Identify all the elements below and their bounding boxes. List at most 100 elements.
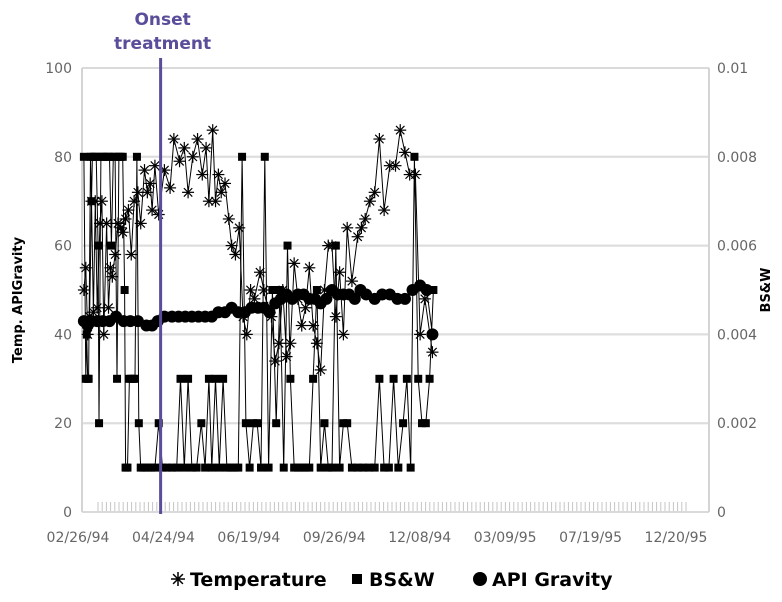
point-bs-w bbox=[241, 419, 250, 428]
point-temperature bbox=[299, 301, 312, 314]
y2-tick-label: 0.006 bbox=[717, 239, 757, 255]
point-temperature bbox=[191, 133, 204, 146]
x-tick-label: 07/19/95 bbox=[559, 530, 622, 546]
point-temperature bbox=[125, 248, 138, 261]
point-temperature bbox=[409, 168, 422, 181]
point-bs-w bbox=[172, 463, 181, 472]
point-temperature bbox=[389, 159, 402, 172]
point-bs-w bbox=[406, 463, 415, 472]
point-bs-w bbox=[215, 463, 224, 472]
point-bs-w bbox=[320, 419, 329, 428]
point-bs-w bbox=[279, 463, 288, 472]
y2-tick-label: 0 bbox=[717, 505, 726, 521]
point-temperature bbox=[196, 168, 209, 181]
point-bs-w bbox=[184, 374, 193, 383]
point-bs-w bbox=[132, 152, 141, 161]
y2-axis-title: BS&W bbox=[759, 268, 774, 313]
point-temperature bbox=[310, 337, 323, 350]
point-temperature bbox=[141, 186, 154, 199]
point-bs-w bbox=[131, 374, 140, 383]
point-bs-w bbox=[211, 374, 220, 383]
point-bs-w bbox=[264, 463, 273, 472]
point-bs-w bbox=[359, 463, 368, 472]
point-bs-w bbox=[150, 463, 159, 472]
point-temperature bbox=[333, 266, 346, 279]
point-bs-w bbox=[238, 152, 247, 161]
point-temperature bbox=[178, 141, 191, 154]
y2-tick-label: 0.01 bbox=[717, 61, 748, 77]
point-bs-w bbox=[429, 286, 438, 294]
point-temperature bbox=[254, 266, 267, 279]
point-bs-w bbox=[364, 463, 373, 472]
point-bs-w bbox=[312, 286, 321, 294]
point-temperature bbox=[173, 155, 186, 168]
point-temperature bbox=[104, 261, 117, 274]
point-temperature bbox=[341, 221, 354, 234]
y-tick-label: 20 bbox=[54, 416, 72, 432]
point-api-gravity bbox=[426, 328, 439, 341]
point-temperature bbox=[97, 328, 110, 341]
point-bs-w bbox=[402, 374, 411, 383]
point-bs-w bbox=[343, 419, 352, 428]
point-bs-w bbox=[167, 463, 176, 472]
point-temperature bbox=[288, 257, 301, 270]
point-bs-w bbox=[268, 286, 277, 294]
point-bs-w bbox=[275, 286, 284, 294]
point-bs-w bbox=[260, 152, 269, 161]
point-bs-w bbox=[94, 241, 103, 250]
point-bs-w bbox=[192, 463, 201, 472]
point-bs-w bbox=[384, 463, 393, 472]
point-bs-w bbox=[335, 463, 344, 472]
y-tick-label: 100 bbox=[45, 61, 72, 77]
point-temperature bbox=[363, 195, 376, 208]
point-temperature bbox=[222, 212, 235, 225]
point-bs-w bbox=[309, 374, 318, 383]
point-temperature bbox=[373, 133, 386, 146]
point-bs-w bbox=[399, 419, 408, 428]
point-temperature bbox=[303, 261, 316, 274]
point-bs-w bbox=[380, 463, 389, 472]
point-bs-w bbox=[207, 463, 216, 472]
point-bs-w bbox=[84, 374, 93, 383]
y-tick-label: 80 bbox=[54, 150, 72, 166]
point-bs-w bbox=[118, 152, 127, 161]
point-temperature bbox=[345, 275, 358, 288]
point-bs-w bbox=[120, 286, 129, 294]
y-tick-label: 60 bbox=[54, 239, 72, 255]
legend-label-temperature: Temperature bbox=[190, 569, 327, 591]
point-temperature bbox=[329, 310, 342, 323]
point-bs-w bbox=[286, 374, 295, 383]
point-temperature bbox=[240, 328, 253, 341]
point-temperature bbox=[414, 328, 427, 341]
point-temperature bbox=[109, 248, 122, 261]
y-tick-label: 0 bbox=[63, 505, 72, 521]
point-api-gravity bbox=[263, 306, 276, 319]
onset-label-line2: treatment bbox=[114, 34, 211, 54]
point-bs-w bbox=[353, 463, 362, 472]
point-temperature bbox=[368, 186, 381, 199]
point-temperature bbox=[273, 337, 286, 350]
point-api-gravity bbox=[320, 292, 333, 305]
point-temperature bbox=[337, 328, 350, 341]
point-temperature bbox=[146, 204, 159, 217]
point-temperature bbox=[209, 195, 222, 208]
point-bs-w bbox=[425, 374, 434, 383]
point-temperature bbox=[95, 195, 108, 208]
point-api-gravity bbox=[398, 292, 411, 305]
point-temperature bbox=[167, 133, 180, 146]
point-temperature bbox=[219, 177, 232, 190]
point-temperature bbox=[398, 146, 411, 159]
point-temperature bbox=[280, 350, 293, 363]
x-tick-label: 12/08/94 bbox=[388, 530, 451, 546]
point-temperature bbox=[77, 284, 90, 296]
point-temperature bbox=[212, 168, 225, 181]
point-bs-w bbox=[283, 241, 292, 250]
point-bs-w bbox=[272, 419, 281, 428]
point-temperature bbox=[284, 337, 297, 350]
point-bs-w bbox=[163, 463, 172, 472]
point-bs-w bbox=[316, 463, 325, 472]
point-bs-w bbox=[113, 374, 122, 383]
point-bs-w bbox=[82, 330, 91, 339]
point-temperature bbox=[206, 124, 219, 137]
